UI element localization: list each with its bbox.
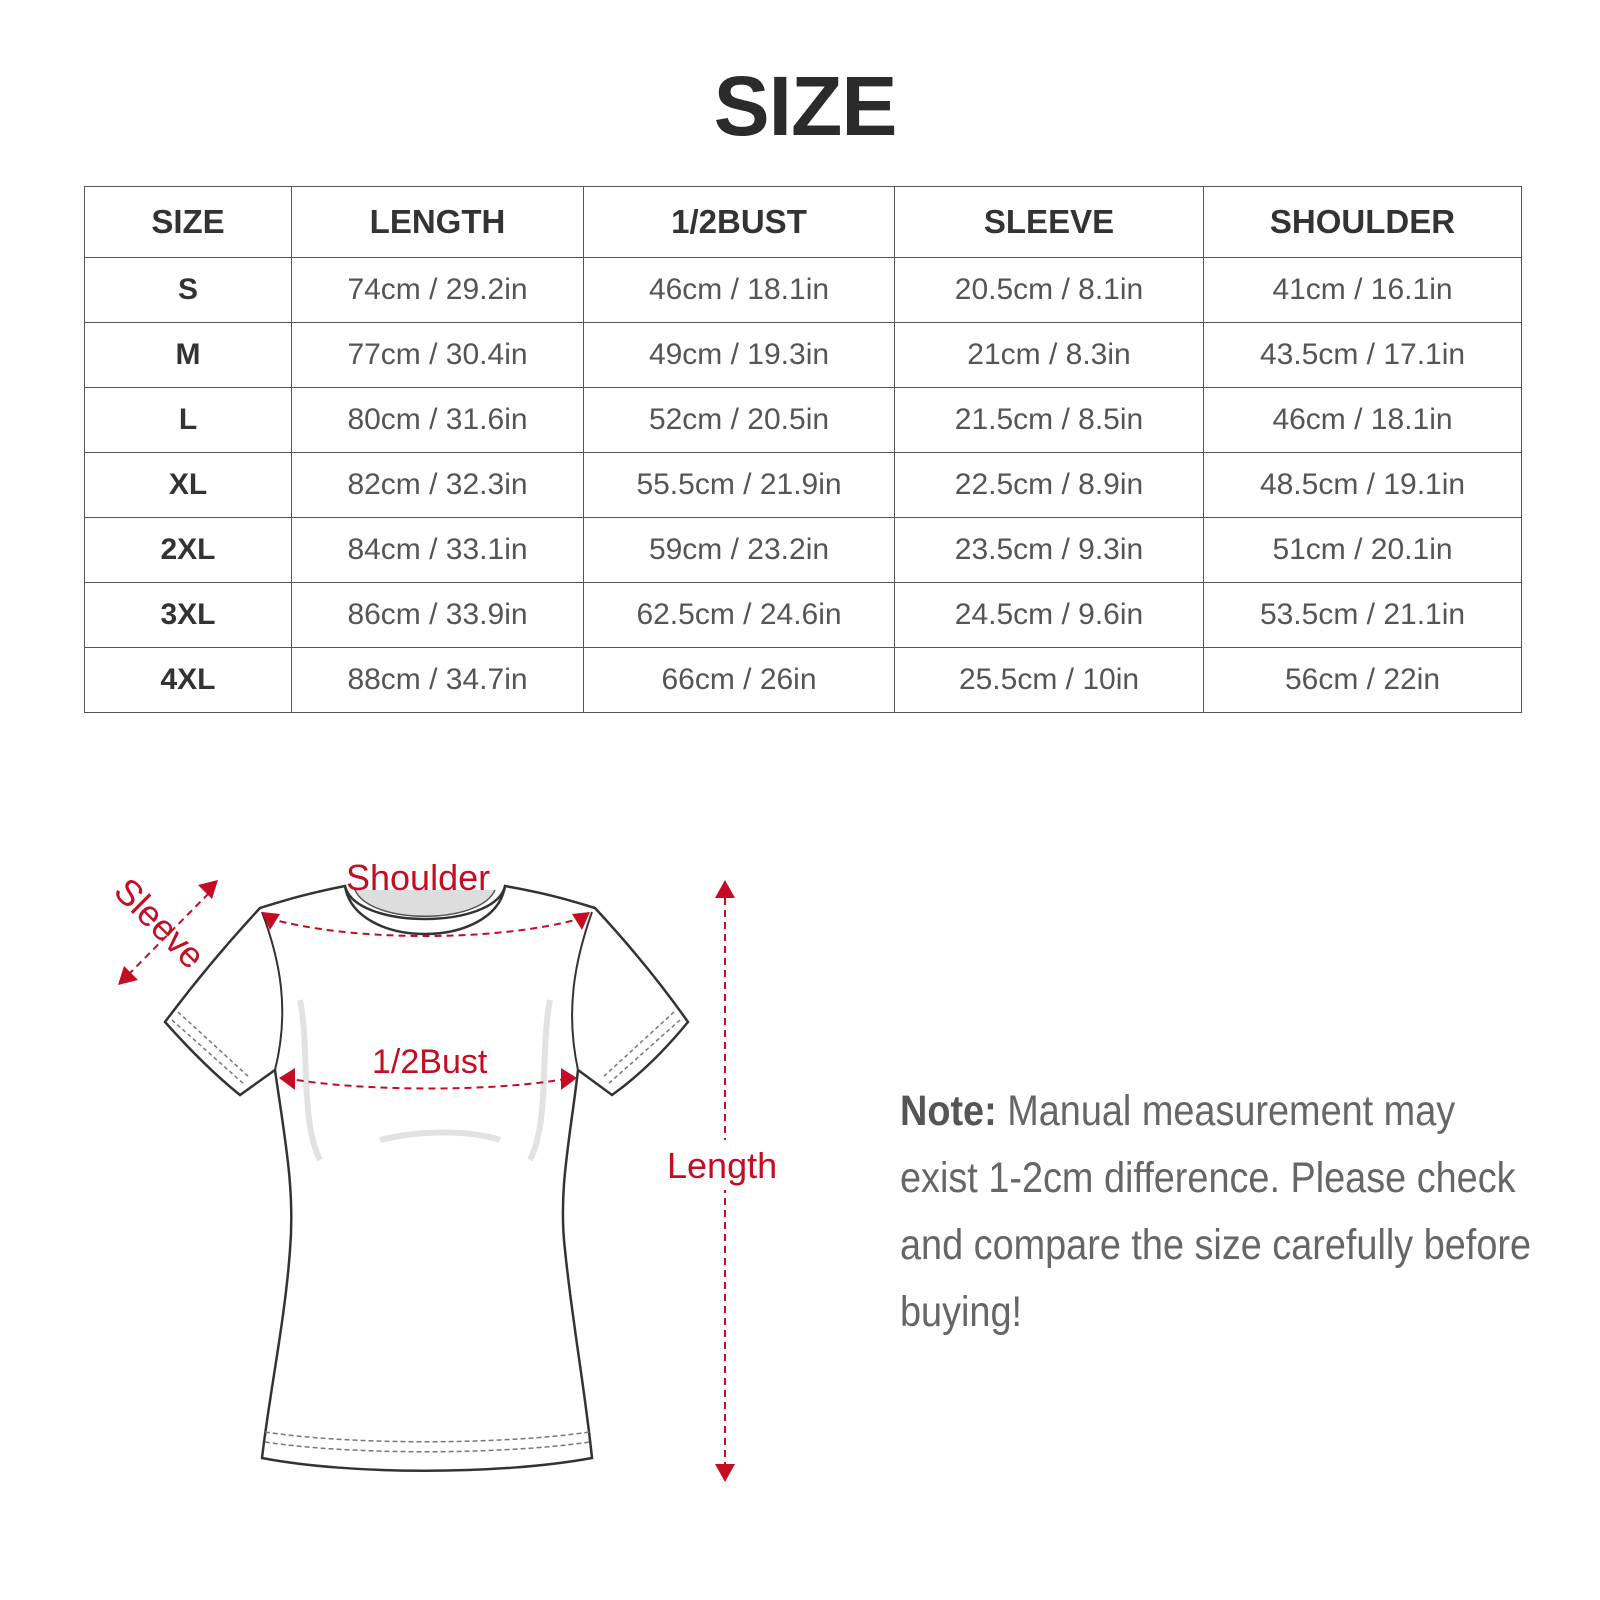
cell-shoulder: 56cm / 22in (1203, 647, 1522, 713)
cell-size: S (84, 257, 292, 323)
cell-length: 74cm / 29.2in (291, 257, 584, 323)
table-row: L 80cm / 31.6in 52cm / 20.5in 21.5cm / 8.5i… (84, 387, 1522, 453)
tshirt-diagram: Shoulder Sleeve 1/2Bust Length (106, 857, 790, 1482)
measurement-arrows (127, 889, 726, 1465)
cell-size: L (84, 387, 292, 453)
cell-shoulder: 43.5cm / 17.1in (1203, 322, 1522, 388)
table-row: 3XL 86cm / 33.9in 62.5cm / 24.6in 24.5cm / … (84, 582, 1522, 648)
size-table: SIZE LENGTH 1/2BUST SLEEVE SHOULDER S 74c… (84, 186, 1522, 713)
cell-bust: 52cm / 20.5in (583, 387, 895, 453)
cell-length: 77cm / 30.4in (291, 322, 584, 388)
cell-sleeve: 25.5cm / 10in (894, 647, 1204, 713)
cell-size: M (84, 322, 292, 388)
note-text-block: Note: Manual measurement may exist 1-2cm… (900, 1078, 1534, 1346)
length-label: Length (667, 1145, 777, 1186)
header-size: SIZE (84, 186, 292, 258)
table-row: M 77cm / 30.4in 49cm / 19.3in 21cm / 8.3in 4… (84, 322, 1522, 388)
cell-size: 4XL (84, 647, 292, 713)
cell-sleeve: 21.5cm / 8.5in (894, 387, 1204, 453)
header-shoulder: SHOULDER (1203, 186, 1522, 258)
cell-size: 2XL (84, 517, 292, 583)
page-title: SIZE (713, 59, 898, 153)
table-row: 4XL 88cm / 34.7in 66cm / 26in 25.5cm / 10in… (84, 647, 1522, 713)
cell-shoulder: 41cm / 16.1in (1203, 257, 1522, 323)
header-sleeve: SLEEVE (894, 186, 1204, 258)
header-bust: 1/2BUST (583, 186, 895, 258)
cell-size: XL (84, 452, 292, 518)
table-row: XL 82cm / 32.3in 55.5cm / 21.9in 22.5cm / 8… (84, 452, 1522, 518)
header-length: LENGTH (291, 186, 584, 258)
table-header-row: SIZE LENGTH 1/2BUST SLEEVE SHOULDER (84, 186, 1522, 258)
cell-bust: 62.5cm / 24.6in (583, 582, 895, 648)
note-label: Note: (900, 1087, 997, 1135)
cell-bust: 59cm / 23.2in (583, 517, 895, 583)
cell-shoulder: 53.5cm / 21.1in (1203, 582, 1522, 648)
cell-size: 3XL (84, 582, 292, 648)
cell-length: 84cm / 33.1in (291, 517, 584, 583)
cell-sleeve: 21cm / 8.3in (894, 322, 1204, 388)
cell-bust: 66cm / 26in (583, 647, 895, 713)
arrowheads (118, 880, 735, 1482)
cell-bust: 46cm / 18.1in (583, 257, 895, 323)
table-row: 2XL 84cm / 33.1in 59cm / 23.2in 23.5cm / 9.… (84, 517, 1522, 583)
shoulder-label: Shoulder (346, 857, 490, 898)
table-row: S 74cm / 29.2in 46cm / 18.1in 20.5cm / 8.1i… (84, 257, 1522, 323)
tshirt-illustration (163, 884, 690, 1472)
sleeve-label: Sleeve (106, 870, 213, 977)
cell-length: 86cm / 33.9in (291, 582, 584, 648)
cell-bust: 49cm / 19.3in (583, 322, 895, 388)
cell-shoulder: 48.5cm / 19.1in (1203, 452, 1522, 518)
cell-length: 80cm / 31.6in (291, 387, 584, 453)
note-body: Manual measurement may exist 1-2cm diffe… (900, 1087, 1532, 1336)
cell-length: 82cm / 32.3in (291, 452, 584, 518)
cell-sleeve: 23.5cm / 9.3in (894, 517, 1204, 583)
cell-sleeve: 22.5cm / 8.9in (894, 452, 1204, 518)
cell-shoulder: 51cm / 20.1in (1203, 517, 1522, 583)
cell-shoulder: 46cm / 18.1in (1203, 387, 1522, 453)
cell-length: 88cm / 34.7in (291, 647, 584, 713)
bust-label: 1/2Bust (372, 1043, 488, 1081)
cell-sleeve: 20.5cm / 8.1in (894, 257, 1204, 323)
cell-bust: 55.5cm / 21.9in (583, 452, 895, 518)
cell-sleeve: 24.5cm / 9.6in (894, 582, 1204, 648)
